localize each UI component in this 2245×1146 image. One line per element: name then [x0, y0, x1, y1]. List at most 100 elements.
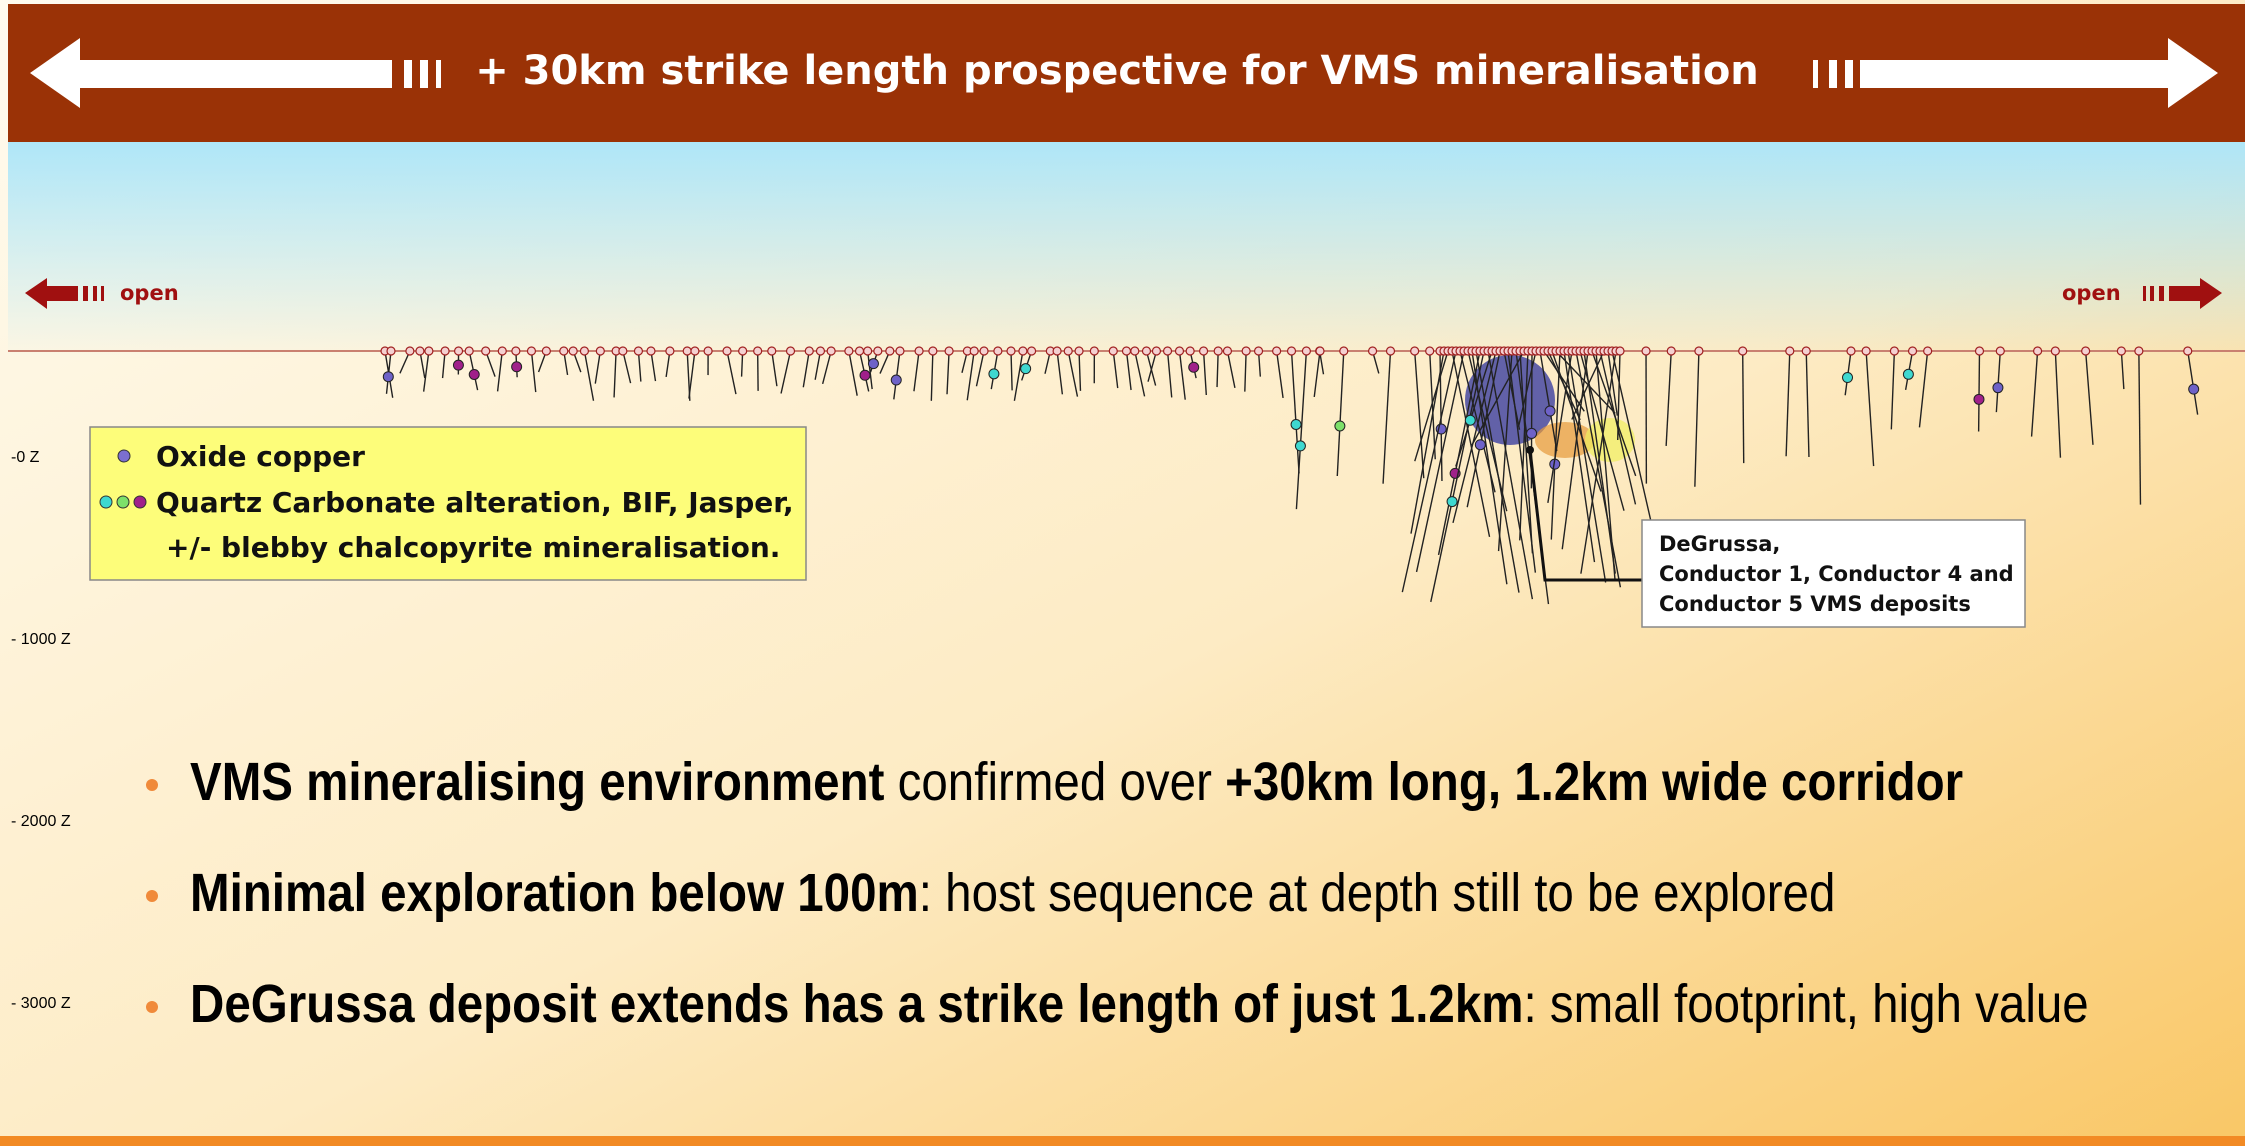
- drillhole: [2120, 350, 2125, 390]
- intercept: [1842, 372, 1854, 384]
- collar: [1141, 346, 1152, 356]
- drillhole: [1471, 350, 1508, 585]
- drillhole: [1178, 350, 1186, 400]
- drillhole: [1617, 350, 1621, 440]
- collar: [682, 346, 692, 356]
- intercept: [1474, 439, 1486, 451]
- depth-label: -0 Z: [11, 449, 40, 466]
- drillhole: [1125, 350, 1132, 391]
- collar: [1641, 346, 1651, 356]
- bullet-dot: [146, 890, 158, 902]
- collar: [1738, 346, 1748, 356]
- collar: [568, 346, 578, 356]
- legend-dot: [117, 449, 131, 463]
- legend-dot: [133, 495, 147, 509]
- collar: [2081, 346, 2091, 356]
- collar: [481, 346, 491, 356]
- collar: [1198, 346, 1209, 356]
- bullet-segment: +30km long, 1.2km wide corridor: [1225, 751, 1963, 812]
- collar: [1063, 346, 1073, 356]
- collar: [1861, 346, 1871, 356]
- intercept: [2188, 383, 2200, 395]
- drillhole: [1401, 350, 1457, 593]
- intercept: [1992, 382, 2004, 394]
- bullet-dot: [146, 1001, 158, 1013]
- drillhole: [1202, 350, 1207, 396]
- intercept: [988, 368, 1000, 380]
- collar: [2032, 346, 2043, 356]
- drillhole: [1694, 350, 1700, 487]
- collar: [690, 346, 700, 356]
- drillhole: [1134, 350, 1146, 397]
- collar: [1367, 346, 1378, 356]
- legend-box: [89, 426, 807, 581]
- collar: [633, 346, 644, 356]
- callout-line: Conductor 1, Conductor 4 and: [1659, 562, 2014, 586]
- collar: [1907, 346, 1918, 356]
- drillhole: [1295, 350, 1308, 510]
- intercept: [1334, 420, 1346, 432]
- drillhole: [975, 350, 985, 387]
- drillhole: [2138, 350, 2142, 505]
- drillhole: [1112, 350, 1119, 389]
- drillhole: [594, 350, 602, 384]
- open-left: open: [120, 281, 179, 305]
- drillhole: [1517, 350, 1537, 427]
- collar: [1174, 346, 1185, 356]
- banner-title: + 30km strike length prospective for VMS…: [475, 48, 1759, 94]
- collar: [526, 346, 537, 356]
- drillhole: [1595, 350, 1616, 581]
- drillhole: [1466, 350, 1501, 508]
- collar: [804, 346, 814, 356]
- collar: [405, 346, 415, 356]
- drillhole: [966, 350, 975, 401]
- collar: [1052, 346, 1062, 356]
- bullet-list: VMS mineralising environment confirmed o…: [146, 751, 2089, 1034]
- drillhole: [1550, 350, 1561, 540]
- collar: [1108, 346, 1118, 356]
- collar: [618, 346, 628, 356]
- collar: [928, 346, 938, 356]
- drillhole: [1226, 350, 1236, 389]
- drillhole: [1067, 350, 1079, 397]
- legend-item: Oxide copper: [156, 440, 365, 473]
- collar: [844, 346, 854, 356]
- bullet-text: DeGrussa deposit extends has a strike le…: [190, 973, 2089, 1034]
- depth-label: - 3000 Z: [11, 995, 71, 1012]
- collar: [453, 346, 464, 356]
- collar: [1923, 346, 1933, 356]
- collar: [815, 346, 826, 356]
- collar: [579, 346, 590, 356]
- depth-label: - 1000 Z: [11, 631, 71, 648]
- collar: [767, 346, 777, 356]
- drillhole: [1890, 350, 1896, 430]
- intercept: [468, 368, 480, 380]
- drillhole: [1013, 350, 1024, 401]
- intercept: [867, 358, 879, 370]
- drillhole: [1543, 350, 1585, 412]
- collar: [1339, 346, 1349, 356]
- collar: [1185, 346, 1195, 356]
- drillhole: [650, 350, 657, 382]
- collar: [1130, 346, 1140, 356]
- drillhole: [2054, 350, 2062, 458]
- collar: [2134, 346, 2144, 356]
- drillhole: [688, 350, 696, 399]
- collar: [440, 346, 450, 356]
- bottom-bar: [0, 1136, 2245, 1146]
- intercept: [1973, 393, 1985, 405]
- collar: [1315, 346, 1325, 356]
- collar: [1253, 346, 1264, 356]
- collar: [1222, 346, 1233, 356]
- collar: [969, 346, 979, 356]
- drillhole: [1567, 350, 1607, 583]
- collar: [1995, 346, 2005, 356]
- intercept: [1544, 405, 1556, 417]
- drillhole: [1336, 350, 1345, 477]
- drillhole: [1455, 350, 1493, 467]
- collar: [1410, 346, 1420, 356]
- drillhole: [1244, 350, 1247, 392]
- drillhole: [1430, 350, 1485, 603]
- drillhole: [583, 350, 595, 401]
- drillhole: [1313, 350, 1321, 398]
